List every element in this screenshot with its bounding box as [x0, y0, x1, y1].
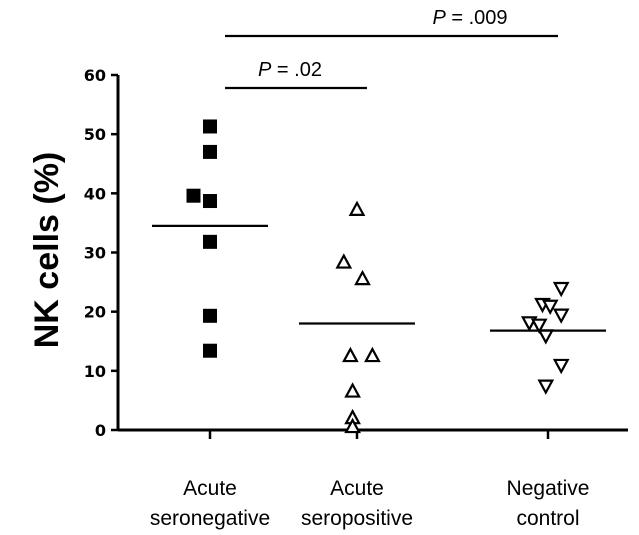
data-point: [203, 308, 217, 323]
x-category-label: Acute: [183, 477, 237, 500]
data-point: [537, 329, 555, 345]
y-tick-label: 30: [84, 244, 106, 263]
p-value-label: P = .009: [432, 7, 507, 29]
data-point: [203, 144, 217, 159]
median-lines: [152, 224, 606, 332]
data-point: [342, 346, 359, 363]
data-point: [348, 200, 366, 216]
data-point: [364, 346, 381, 363]
data-point: [203, 119, 217, 134]
x-category-label: seropositive: [301, 507, 413, 530]
x-category-label: control: [516, 507, 579, 530]
y-tick-label: 50: [84, 125, 106, 144]
data-point: [335, 253, 353, 269]
x-category-label: seronegative: [150, 507, 270, 530]
data-point: [203, 194, 217, 209]
data-point: [552, 308, 570, 324]
axes: 0 10 20 30 40 50 60 Acute seronegative Acute serop…: [84, 66, 628, 530]
data-points: [186, 119, 570, 434]
y-tick-label: 60: [84, 66, 106, 85]
p-value-label: P = .02: [258, 59, 322, 81]
y-tick-label: 10: [84, 362, 106, 381]
significance-brackets: P = .02 P = .009: [225, 7, 558, 90]
data-point: [552, 358, 570, 375]
data-point: [203, 234, 217, 249]
data-point: [552, 281, 570, 298]
y-tick-label: 20: [84, 303, 106, 322]
data-point: [541, 299, 559, 316]
data-point: [203, 343, 217, 358]
data-point: [537, 379, 555, 395]
data-point: [530, 318, 548, 334]
y-tick-label: 40: [84, 184, 106, 203]
x-category-label: Negative: [507, 477, 590, 500]
x-category-label: Acute: [330, 477, 384, 500]
y-tick-label: 0: [95, 421, 106, 440]
data-point: [186, 188, 201, 203]
y-axis-label: NK cells (%): [28, 152, 66, 349]
data-point: [344, 417, 361, 434]
data-point: [354, 269, 371, 286]
data-point: [344, 382, 361, 398]
